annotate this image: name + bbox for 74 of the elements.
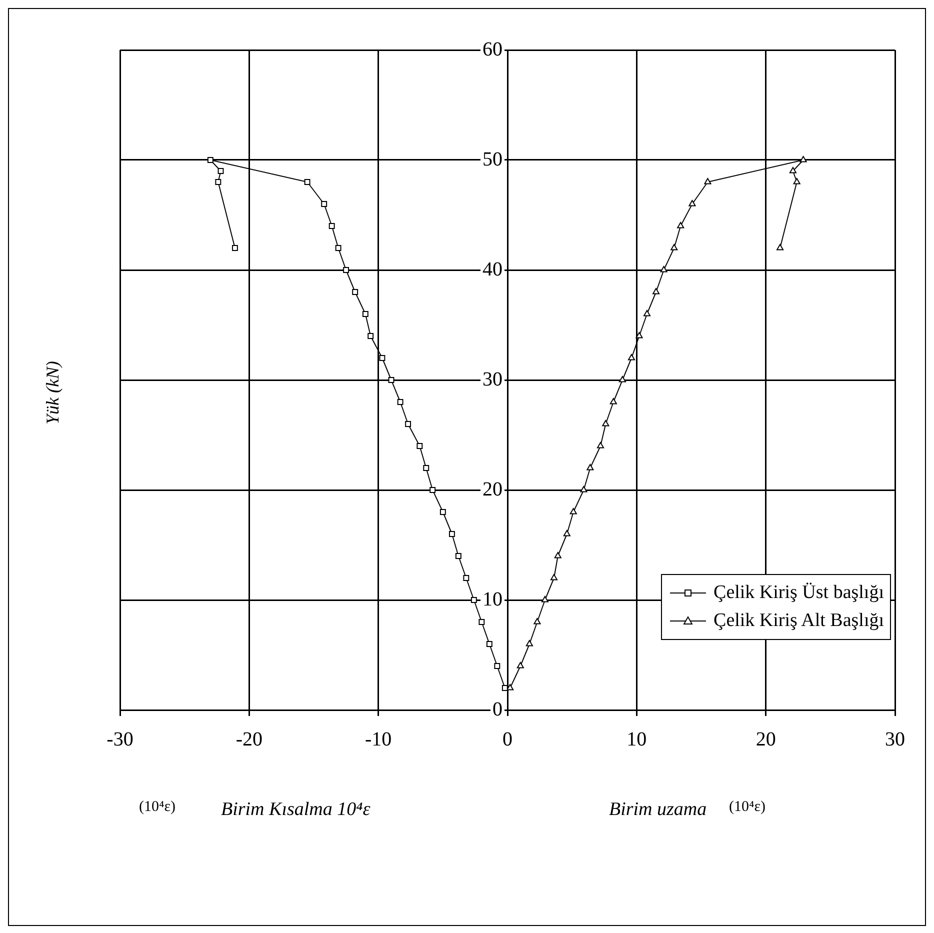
point [618, 376, 626, 382]
point [423, 465, 430, 471]
y-tick-label: 50 [482, 148, 502, 170]
point [215, 179, 222, 185]
point [207, 157, 214, 163]
point [628, 354, 636, 360]
point [550, 574, 558, 580]
point [554, 552, 562, 558]
y-tick-label: 20 [482, 478, 502, 500]
point [405, 421, 412, 427]
y-tick-label: 60 [482, 38, 502, 60]
y-tick-label: 40 [482, 258, 502, 280]
point [455, 553, 462, 559]
legend-label: Çelik Kiriş Üst başlığı [714, 581, 884, 605]
x-tick-label: 20 [756, 728, 776, 750]
point [610, 398, 617, 404]
point [789, 167, 796, 174]
point [352, 289, 358, 295]
point [563, 530, 570, 536]
text: Birim Kısalma 10⁴ε [221, 799, 370, 821]
point [379, 355, 386, 361]
x-tick-label: -30 [106, 728, 134, 750]
point [652, 288, 660, 294]
point [586, 464, 594, 470]
point [688, 200, 696, 206]
legend-label: Çelik Kiriş Alt Başlığı [714, 609, 884, 633]
point [343, 267, 350, 273]
y-axis-title: Yük (kN) [42, 361, 64, 424]
point [704, 178, 712, 184]
point [660, 266, 668, 272]
point [800, 156, 807, 162]
point [643, 310, 651, 316]
point [397, 399, 404, 405]
text: (10⁴ε) [729, 799, 766, 816]
point [486, 641, 492, 647]
point [478, 619, 485, 625]
point [793, 178, 800, 184]
x-tick-label: -10 [364, 728, 392, 750]
y-tick-label: 10 [482, 588, 502, 610]
point [516, 662, 524, 668]
point [526, 640, 533, 646]
point [534, 618, 541, 624]
point [494, 663, 500, 669]
point [677, 222, 684, 228]
point [463, 575, 470, 581]
point [218, 168, 224, 174]
point [470, 597, 477, 603]
point [328, 223, 335, 229]
point [448, 531, 455, 537]
point [232, 245, 238, 251]
point [416, 443, 423, 449]
point [596, 442, 604, 448]
x-tick-label: 30 [885, 728, 905, 750]
y-tick-label: 30 [482, 368, 502, 390]
point [430, 487, 436, 493]
point [321, 201, 328, 207]
point [670, 244, 678, 250]
y-tick-label: 0 [492, 698, 502, 720]
point [776, 244, 784, 250]
text: Birim uzama [609, 799, 707, 821]
point [580, 486, 588, 492]
point [570, 508, 577, 514]
point [541, 596, 548, 602]
point [388, 377, 394, 383]
point [304, 179, 310, 185]
point [440, 509, 446, 515]
point [368, 333, 374, 339]
point [636, 332, 643, 338]
text: (10⁴ε) [139, 799, 176, 816]
point [602, 420, 610, 426]
x-tick-label: -20 [236, 728, 263, 750]
point [335, 245, 342, 251]
x-tick-label: 10 [626, 728, 647, 750]
point [362, 311, 368, 317]
